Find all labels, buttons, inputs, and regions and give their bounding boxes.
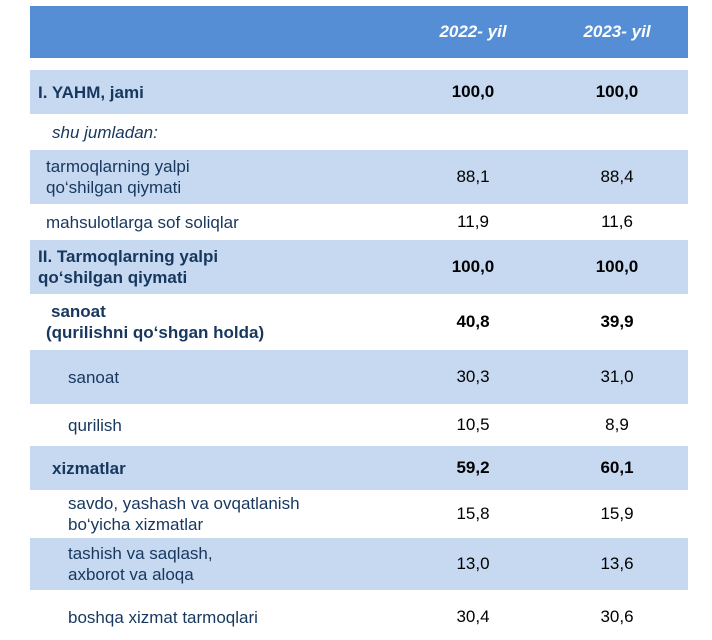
row-label-line1: sanoat: [51, 302, 106, 321]
table-row: tarmoqlarning yalpi qo‘shilgan qiymati 8…: [30, 150, 688, 204]
row-value-2022: 13,0: [456, 554, 490, 573]
table-row: I. YAHM, jami 100,0 100,0: [30, 70, 688, 114]
row-label: tashish va saqlash, axborot va aloqa: [68, 538, 213, 590]
table-row: savdo, yashash va ovqatlanish bo‘yicha x…: [30, 490, 688, 538]
row-value-2022: 59,2: [456, 458, 490, 477]
row-label: II. Tarmoqlarning yalpi qo‘shilgan qiyma…: [38, 240, 218, 294]
table-row: boshqa xizmat tarmoqlari 30,4 30,6: [30, 590, 688, 640]
row-label-line2: axborot va aloqa: [68, 565, 194, 584]
row-value-2022: 11,9: [457, 212, 489, 231]
table-row: qurilish 10,5 8,9: [30, 404, 688, 446]
row-value-2023: 39,9: [600, 312, 634, 331]
row-value-2023: 30,6: [600, 607, 634, 626]
table-row: xizmatlar 59,2 60,1: [30, 446, 688, 490]
row-value-2023: 88,4: [600, 167, 634, 186]
row-label-line2: bo‘yicha xizmatlar: [68, 515, 204, 534]
row-value-2022: 30,3: [456, 367, 490, 386]
table-row: II. Tarmoqlarning yalpi qo‘shilgan qiyma…: [30, 240, 688, 294]
row-label-line1: savdo, yashash va ovqatlanish: [68, 494, 300, 513]
row-label: sanoat (qurilishni qo‘shgan holda): [46, 294, 264, 350]
row-value-2022: 10,5: [456, 415, 490, 434]
table-row: tashish va saqlash, axborot va aloqa 13,…: [30, 538, 688, 590]
row-label-line2: qo‘shilgan qiymati: [38, 268, 188, 287]
table-row: sanoat (qurilishni qo‘shgan holda) 40,8 …: [30, 294, 688, 350]
row-value-2023: 60,1: [600, 458, 634, 477]
header-2023: 2023- yil: [583, 22, 651, 41]
row-value-2022: 40,8: [456, 312, 490, 331]
row-label-line2: qo‘shilgan qiymati: [46, 178, 182, 197]
row-value-2022: 100,0: [451, 82, 495, 101]
table-header: 2022- yil 2023- yil: [30, 6, 688, 58]
row-value-2023: 8,9: [605, 415, 629, 434]
row-label: I. YAHM, jami: [38, 82, 144, 102]
row-value-2022: 15,8: [456, 504, 490, 523]
row-label: shu jumladan:: [52, 122, 158, 142]
row-label: boshqa xizmat tarmoqlari: [68, 607, 258, 627]
table-row: shu jumladan:: [30, 114, 688, 150]
header-2022: 2022- yil: [439, 22, 507, 41]
row-value-2022: 88,1: [456, 167, 490, 186]
row-value-2023: 100,0: [595, 82, 639, 101]
row-value-2022: 30,4: [456, 607, 490, 626]
row-value-2023: 15,9: [600, 504, 634, 523]
row-label: xizmatlar: [52, 458, 126, 478]
row-value-2023: 13,6: [600, 554, 634, 573]
row-label-line2: (qurilishni qo‘shgan holda): [46, 323, 265, 342]
row-value-2023: 100,0: [595, 257, 639, 276]
row-label-line1: tashish va saqlash,: [68, 544, 213, 563]
row-label-line1: tarmoqlarning yalpi: [46, 157, 190, 176]
row-label: mahsulotlarga sof soliqlar: [46, 212, 239, 232]
row-label: tarmoqlarning yalpi qo‘shilgan qiymati: [46, 150, 190, 204]
row-value-2023: 31,0: [600, 367, 634, 386]
row-label: qurilish: [68, 415, 122, 435]
table-row: sanoat 30,3 31,0: [30, 350, 688, 404]
row-label: savdo, yashash va ovqatlanish bo‘yicha x…: [68, 490, 300, 538]
row-value-2023: 11,6: [601, 212, 633, 231]
row-label-line1: II. Tarmoqlarning yalpi: [38, 247, 219, 266]
row-label: sanoat: [68, 367, 120, 387]
row-value-2022: 100,0: [451, 257, 495, 276]
table-row: mahsulotlarga sof soliqlar 11,9 11,6: [30, 204, 688, 240]
